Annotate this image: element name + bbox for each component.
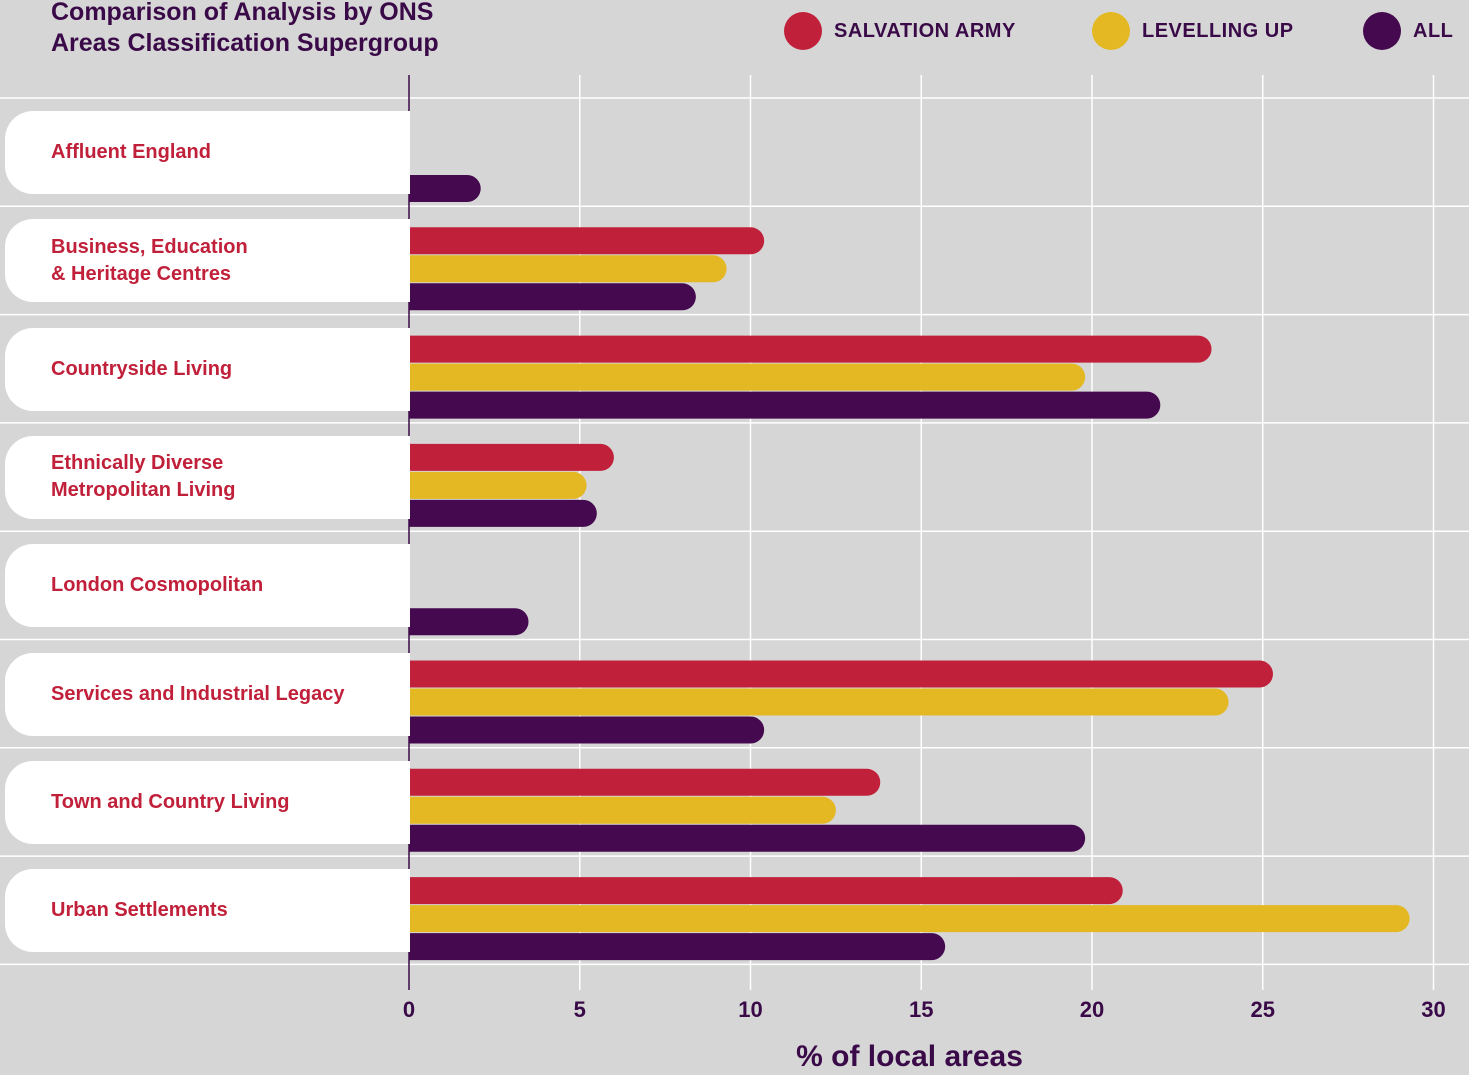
x-tick-label: 10	[738, 997, 762, 1022]
bar-salvation-army	[409, 335, 1212, 363]
x-tick-label: 15	[909, 997, 933, 1022]
category-label: Services and Industrial Legacy	[51, 682, 345, 705]
bar-all	[409, 933, 946, 961]
legend-swatch-levelling-up	[1092, 12, 1130, 50]
bar-levelling-up	[409, 688, 1229, 716]
bar-all	[409, 391, 1161, 419]
bar-all	[409, 175, 481, 202]
category-label-box: Ethnically Diverse Metropolitan Living	[5, 435, 410, 519]
chart-title-line-2: Areas Classification Supergroup	[51, 29, 439, 57]
category-label: Urban Settlements	[51, 899, 228, 922]
bar-all	[409, 283, 696, 311]
legend-item-all: ALL	[1363, 12, 1453, 50]
bar-all	[409, 716, 765, 744]
legend-item-levelling-up: LEVELLING UP	[1092, 12, 1294, 50]
category-label-box: Countryside Living	[5, 327, 410, 411]
category-label: Town and Country Living	[51, 790, 290, 813]
chart-title-line-1: Comparison of Analysis by ONS	[51, 0, 434, 26]
category-label-box: London Cosmopolitan	[5, 544, 410, 628]
x-tick-label: 20	[1080, 997, 1104, 1022]
category-label: London Cosmopolitan	[51, 574, 264, 597]
legend-label-all: ALL	[1413, 19, 1454, 42]
bar-levelling-up	[409, 255, 727, 283]
bar-all	[409, 608, 529, 636]
bar-levelling-up	[409, 471, 587, 499]
bar-salvation-army	[409, 443, 614, 471]
category-label-box: Services and Industrial Legacy	[5, 652, 410, 736]
bar-levelling-up	[409, 905, 1410, 933]
x-tick-label: 0	[403, 997, 415, 1022]
bar-levelling-up	[409, 363, 1086, 391]
x-axis-label: % of local areas	[796, 1040, 1023, 1073]
category-label: Business, Education & Heritage Centres	[51, 235, 248, 285]
bar-salvation-army	[409, 877, 1123, 905]
legend-swatch-salvation-army	[784, 12, 822, 50]
category-label: Countryside Living	[51, 357, 233, 380]
legend-label-levelling-up: LEVELLING UP	[1142, 19, 1294, 42]
category-label-box: Affluent England	[5, 111, 410, 194]
legend-swatch-all	[1363, 12, 1401, 50]
category-label-box: Town and Country Living	[5, 760, 410, 844]
category-label-box: Urban Settlements	[5, 869, 410, 953]
x-tick-label: 5	[574, 997, 586, 1022]
bar-salvation-army	[409, 768, 881, 796]
legend-item-salvation-army: SALVATION ARMY	[784, 12, 1016, 50]
bar-salvation-army	[409, 227, 765, 255]
bar-all	[409, 824, 1086, 852]
category-label: Affluent England	[51, 141, 211, 163]
category-label: Ethnically Diverse Metropolitan Living	[51, 452, 236, 502]
category-label-box: Business, Education & Heritage Centres	[5, 219, 410, 303]
legend-label-salvation-army: SALVATION ARMY	[834, 19, 1016, 42]
bar-levelling-up	[409, 796, 836, 824]
x-tick-label: 30	[1421, 997, 1445, 1022]
x-tick-label: 25	[1251, 997, 1275, 1022]
bar-all	[409, 499, 597, 527]
bar-salvation-army	[409, 660, 1273, 688]
